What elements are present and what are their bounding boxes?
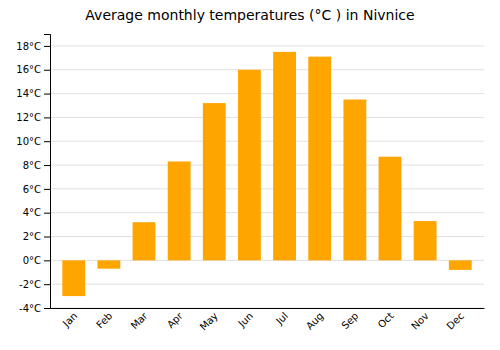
- x-tick: Feb: [94, 310, 114, 330]
- bar: [308, 57, 331, 261]
- y-tick: -2°C: [19, 279, 50, 290]
- x-tick: Sep: [339, 310, 360, 331]
- y-tick-label: 0°C: [23, 255, 41, 266]
- x-tick: Jan: [60, 310, 79, 329]
- bar: [379, 157, 402, 261]
- bar: [238, 70, 261, 261]
- bar: [414, 221, 437, 260]
- y-tick-mark: [44, 308, 50, 309]
- y-tick-mark: [44, 141, 50, 142]
- bar: [133, 222, 156, 260]
- y-tick-label: 8°C: [23, 160, 41, 171]
- y-axis-line: [44, 35, 51, 309]
- grid-line: [50, 212, 484, 213]
- x-tick: Apr: [165, 310, 186, 331]
- y-tick-label: 2°C: [23, 231, 41, 242]
- y-tick: -4°C: [19, 303, 50, 314]
- x-tick-label: Feb: [94, 310, 114, 330]
- y-tick: 0°C: [23, 255, 50, 266]
- y-tick-label: 18°C: [16, 41, 41, 52]
- y-axis: -4°C -2°C 0°C 2°C 4°C 6°C 8°C 10°C 12°C 14°C 16°C 1…: [16, 35, 50, 314]
- x-tick-label: Jul: [273, 310, 290, 327]
- grid-line: [50, 45, 484, 46]
- bar: [273, 52, 296, 260]
- grid-line: [50, 308, 484, 309]
- x-tick-label: Jun: [236, 310, 256, 330]
- bar: [449, 260, 472, 270]
- y-tick: 10°C: [16, 136, 50, 147]
- x-tick-label: Apr: [165, 310, 186, 331]
- grid-line: [50, 117, 484, 118]
- x-tick: Mar: [129, 309, 151, 331]
- y-tick-mark: [44, 213, 50, 214]
- y-tick-mark: [44, 94, 50, 95]
- x-tick-label: May: [198, 310, 220, 332]
- grid-line: [50, 165, 484, 166]
- x-tick: May: [198, 310, 220, 332]
- x-tick-label: Mar: [129, 309, 151, 331]
- x-tick-label: Dec: [444, 310, 465, 331]
- y-tick: 8°C: [23, 160, 50, 171]
- y-tick-label: 16°C: [16, 64, 41, 75]
- bar: [343, 100, 366, 261]
- title: Average monthly temperatures (°C ) in Ni…: [85, 7, 414, 23]
- x-tick: Jun: [236, 310, 256, 330]
- y-tick: 2°C: [23, 231, 50, 242]
- y-tick: 12°C: [16, 112, 50, 123]
- grid-line: [50, 188, 484, 189]
- x-tick: Jul: [273, 310, 290, 327]
- y-tick-mark: [44, 189, 50, 190]
- y-tick: 6°C: [23, 184, 50, 195]
- grid-line: [50, 93, 484, 94]
- y-tick-mark: [44, 70, 50, 71]
- y-tick: 16°C: [16, 64, 50, 75]
- x-tick: Oct: [376, 310, 396, 330]
- y-tick-label: 4°C: [23, 207, 41, 218]
- grid-line: [50, 69, 484, 70]
- y-tick-label: 12°C: [16, 112, 41, 123]
- x-tick-label: Nov: [409, 310, 431, 332]
- y-tick-mark: [44, 237, 50, 238]
- x-tick-label: Sep: [339, 310, 360, 331]
- y-tick-mark: [44, 117, 50, 118]
- y-tick-mark: [44, 46, 50, 47]
- bars: [62, 52, 471, 296]
- y-tick-mark: [44, 260, 50, 261]
- y-tick-label: 10°C: [16, 136, 41, 147]
- x-axis: Jan Feb Mar Apr May Jun Jul Aug Sep Oct Nov Dec: [51, 309, 485, 333]
- x-tick: Aug: [304, 310, 326, 332]
- x-tick: Dec: [444, 310, 465, 331]
- x-tick-label: Oct: [376, 310, 396, 330]
- y-tick-label: -4°C: [19, 303, 41, 314]
- y-tick-label: 14°C: [16, 88, 41, 99]
- y-tick: 18°C: [16, 41, 50, 52]
- y-tick: 4°C: [23, 207, 50, 218]
- grid: [50, 46, 484, 308]
- bar: [203, 103, 226, 260]
- bar: [168, 161, 191, 260]
- chart: -4°C -2°C 0°C 2°C 4°C 6°C 8°C 10°C 12°C 14°C 16°C 1…: [0, 0, 500, 350]
- y-tick-label: 6°C: [23, 184, 41, 195]
- x-tick: Nov: [409, 310, 431, 332]
- x-tick-label: Aug: [304, 310, 326, 332]
- y-tick: 14°C: [16, 88, 50, 99]
- y-tick-mark: [44, 284, 50, 285]
- grid-line: [50, 284, 484, 285]
- y-tick-label: -2°C: [19, 279, 41, 290]
- grid-line: [50, 141, 484, 142]
- bar: [62, 260, 85, 296]
- x-tick-label: Jan: [60, 310, 79, 329]
- bar: [97, 260, 120, 268]
- plot: -4°C -2°C 0°C 2°C 4°C 6°C 8°C 10°C 12°C 14°C 16°C 1…: [16, 35, 484, 333]
- y-tick-mark: [44, 165, 50, 166]
- x-axis-line: [51, 308, 485, 309]
